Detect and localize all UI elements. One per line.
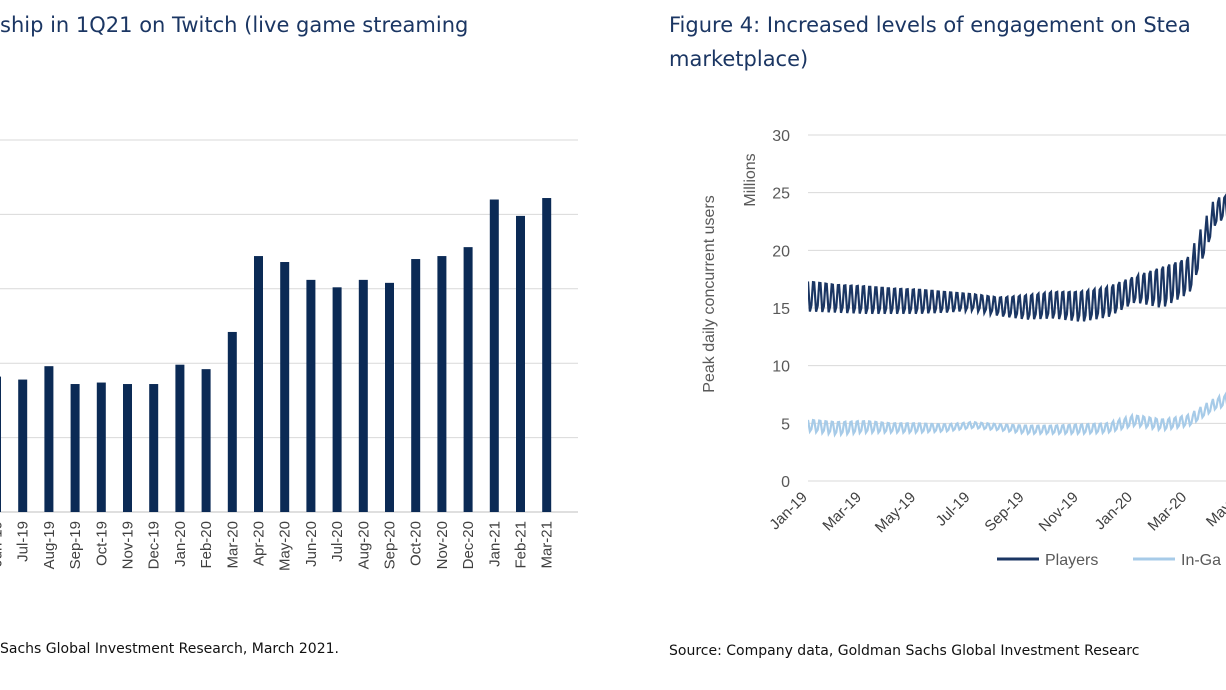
x-tick-label: Jan-20 xyxy=(1092,489,1136,533)
x-tick-label: May-19 xyxy=(872,489,919,536)
bar-x-tick-label: May-20 xyxy=(277,521,294,571)
bar xyxy=(201,369,211,512)
legend-label: In-Ga xyxy=(1181,552,1221,569)
bar xyxy=(516,215,525,512)
bar-x-tick-label: Jan-20 xyxy=(172,521,189,567)
bar-x-tick-label: Oct-20 xyxy=(408,521,425,566)
bar xyxy=(385,282,394,512)
bar xyxy=(227,331,237,512)
bar xyxy=(280,262,290,512)
steam-line-chart: 0 5 10 15 20 25 30 Millions Peak daily concurren… xyxy=(701,128,1226,569)
left-source-note: Sachs Global Investment Research, March … xyxy=(0,641,339,657)
twitch-bar-chart: Jun-19 Jul-19 Aug-19 Sep-19 Oct-19 Nov-19 Dec-… xyxy=(0,139,578,571)
x-tick-label: Mar-20 xyxy=(1145,489,1191,535)
bar xyxy=(0,376,1,512)
bar-x-tick-label: Feb-21 xyxy=(513,521,530,569)
x-tick-label: Nov-19 xyxy=(1036,489,1082,535)
bar-x-tick-label: Jul-20 xyxy=(329,521,346,562)
y-tick-label: 0 xyxy=(781,474,790,491)
right-source-note: Source: Company data, Goldman Sachs Glob… xyxy=(669,643,1140,659)
bar-x-tick-label: Aug-20 xyxy=(355,521,372,569)
y-tick-label: 30 xyxy=(772,128,790,145)
y-unit-label: Millions xyxy=(742,153,759,206)
bar xyxy=(489,199,499,512)
bar xyxy=(96,382,106,512)
y-tick-label: 15 xyxy=(772,301,790,318)
bar-x-tick-label: Mar-20 xyxy=(224,521,241,569)
bar-x-tick-label: Mar-21 xyxy=(539,521,556,569)
y-tick-label: 20 xyxy=(772,243,790,260)
bar xyxy=(332,287,342,512)
bar xyxy=(149,384,159,512)
bar-x-tick-label: Nov-20 xyxy=(434,521,451,569)
left-chart-title: ship in 1Q21 on Twitch (live game stream… xyxy=(0,13,469,37)
series-line xyxy=(808,193,1226,322)
legend-label: Players xyxy=(1045,552,1098,569)
bar-x-tick-label: Dec-20 xyxy=(460,521,477,569)
y-tick-label: 5 xyxy=(781,416,790,433)
bar-x-tick-label: Dec-19 xyxy=(146,521,163,569)
bar xyxy=(411,259,421,512)
right-chart-title: Figure 4: Increased levels of engagement… xyxy=(669,13,1191,71)
bar-x-tick-label: Aug-19 xyxy=(41,521,58,569)
bar-x-tick-label: Nov-19 xyxy=(120,521,137,569)
x-tick-label: May-2 xyxy=(1203,489,1226,530)
x-tick-label: Jul-19 xyxy=(933,489,974,530)
bar-x-tick-label: Jul-19 xyxy=(15,521,32,562)
x-tick-label: Jan-19 xyxy=(766,489,810,533)
x-tick-label: Mar-19 xyxy=(819,489,865,535)
x-tick-label: Sep-19 xyxy=(981,489,1027,535)
bar-x-tick-label: Sep-19 xyxy=(67,521,84,569)
bar xyxy=(437,256,447,512)
series-line xyxy=(808,391,1226,438)
bar-x-tick-label: Jun-20 xyxy=(303,521,320,567)
bar xyxy=(463,247,473,513)
bar xyxy=(542,198,552,513)
bar-x-tick-label: Oct-19 xyxy=(93,521,110,566)
bar xyxy=(175,364,185,512)
bar-x-tick-label: Sep-20 xyxy=(382,521,399,569)
y-tick-label: 25 xyxy=(772,186,790,203)
bar-x-tick-label: Jun-19 xyxy=(0,521,6,567)
bar xyxy=(18,379,28,512)
y-axis-label: Peak daily concurrent users xyxy=(701,195,718,392)
bar xyxy=(70,384,80,512)
bar xyxy=(306,279,316,512)
bar-x-tick-label: Apr-20 xyxy=(251,521,268,566)
bar xyxy=(358,279,368,512)
y-tick-label: 10 xyxy=(772,359,790,376)
bar xyxy=(123,384,132,512)
bar-x-tick-label: Feb-20 xyxy=(198,521,215,569)
bar xyxy=(254,256,263,512)
bar xyxy=(44,366,54,512)
bar-x-tick-label: Jan-21 xyxy=(486,521,503,567)
